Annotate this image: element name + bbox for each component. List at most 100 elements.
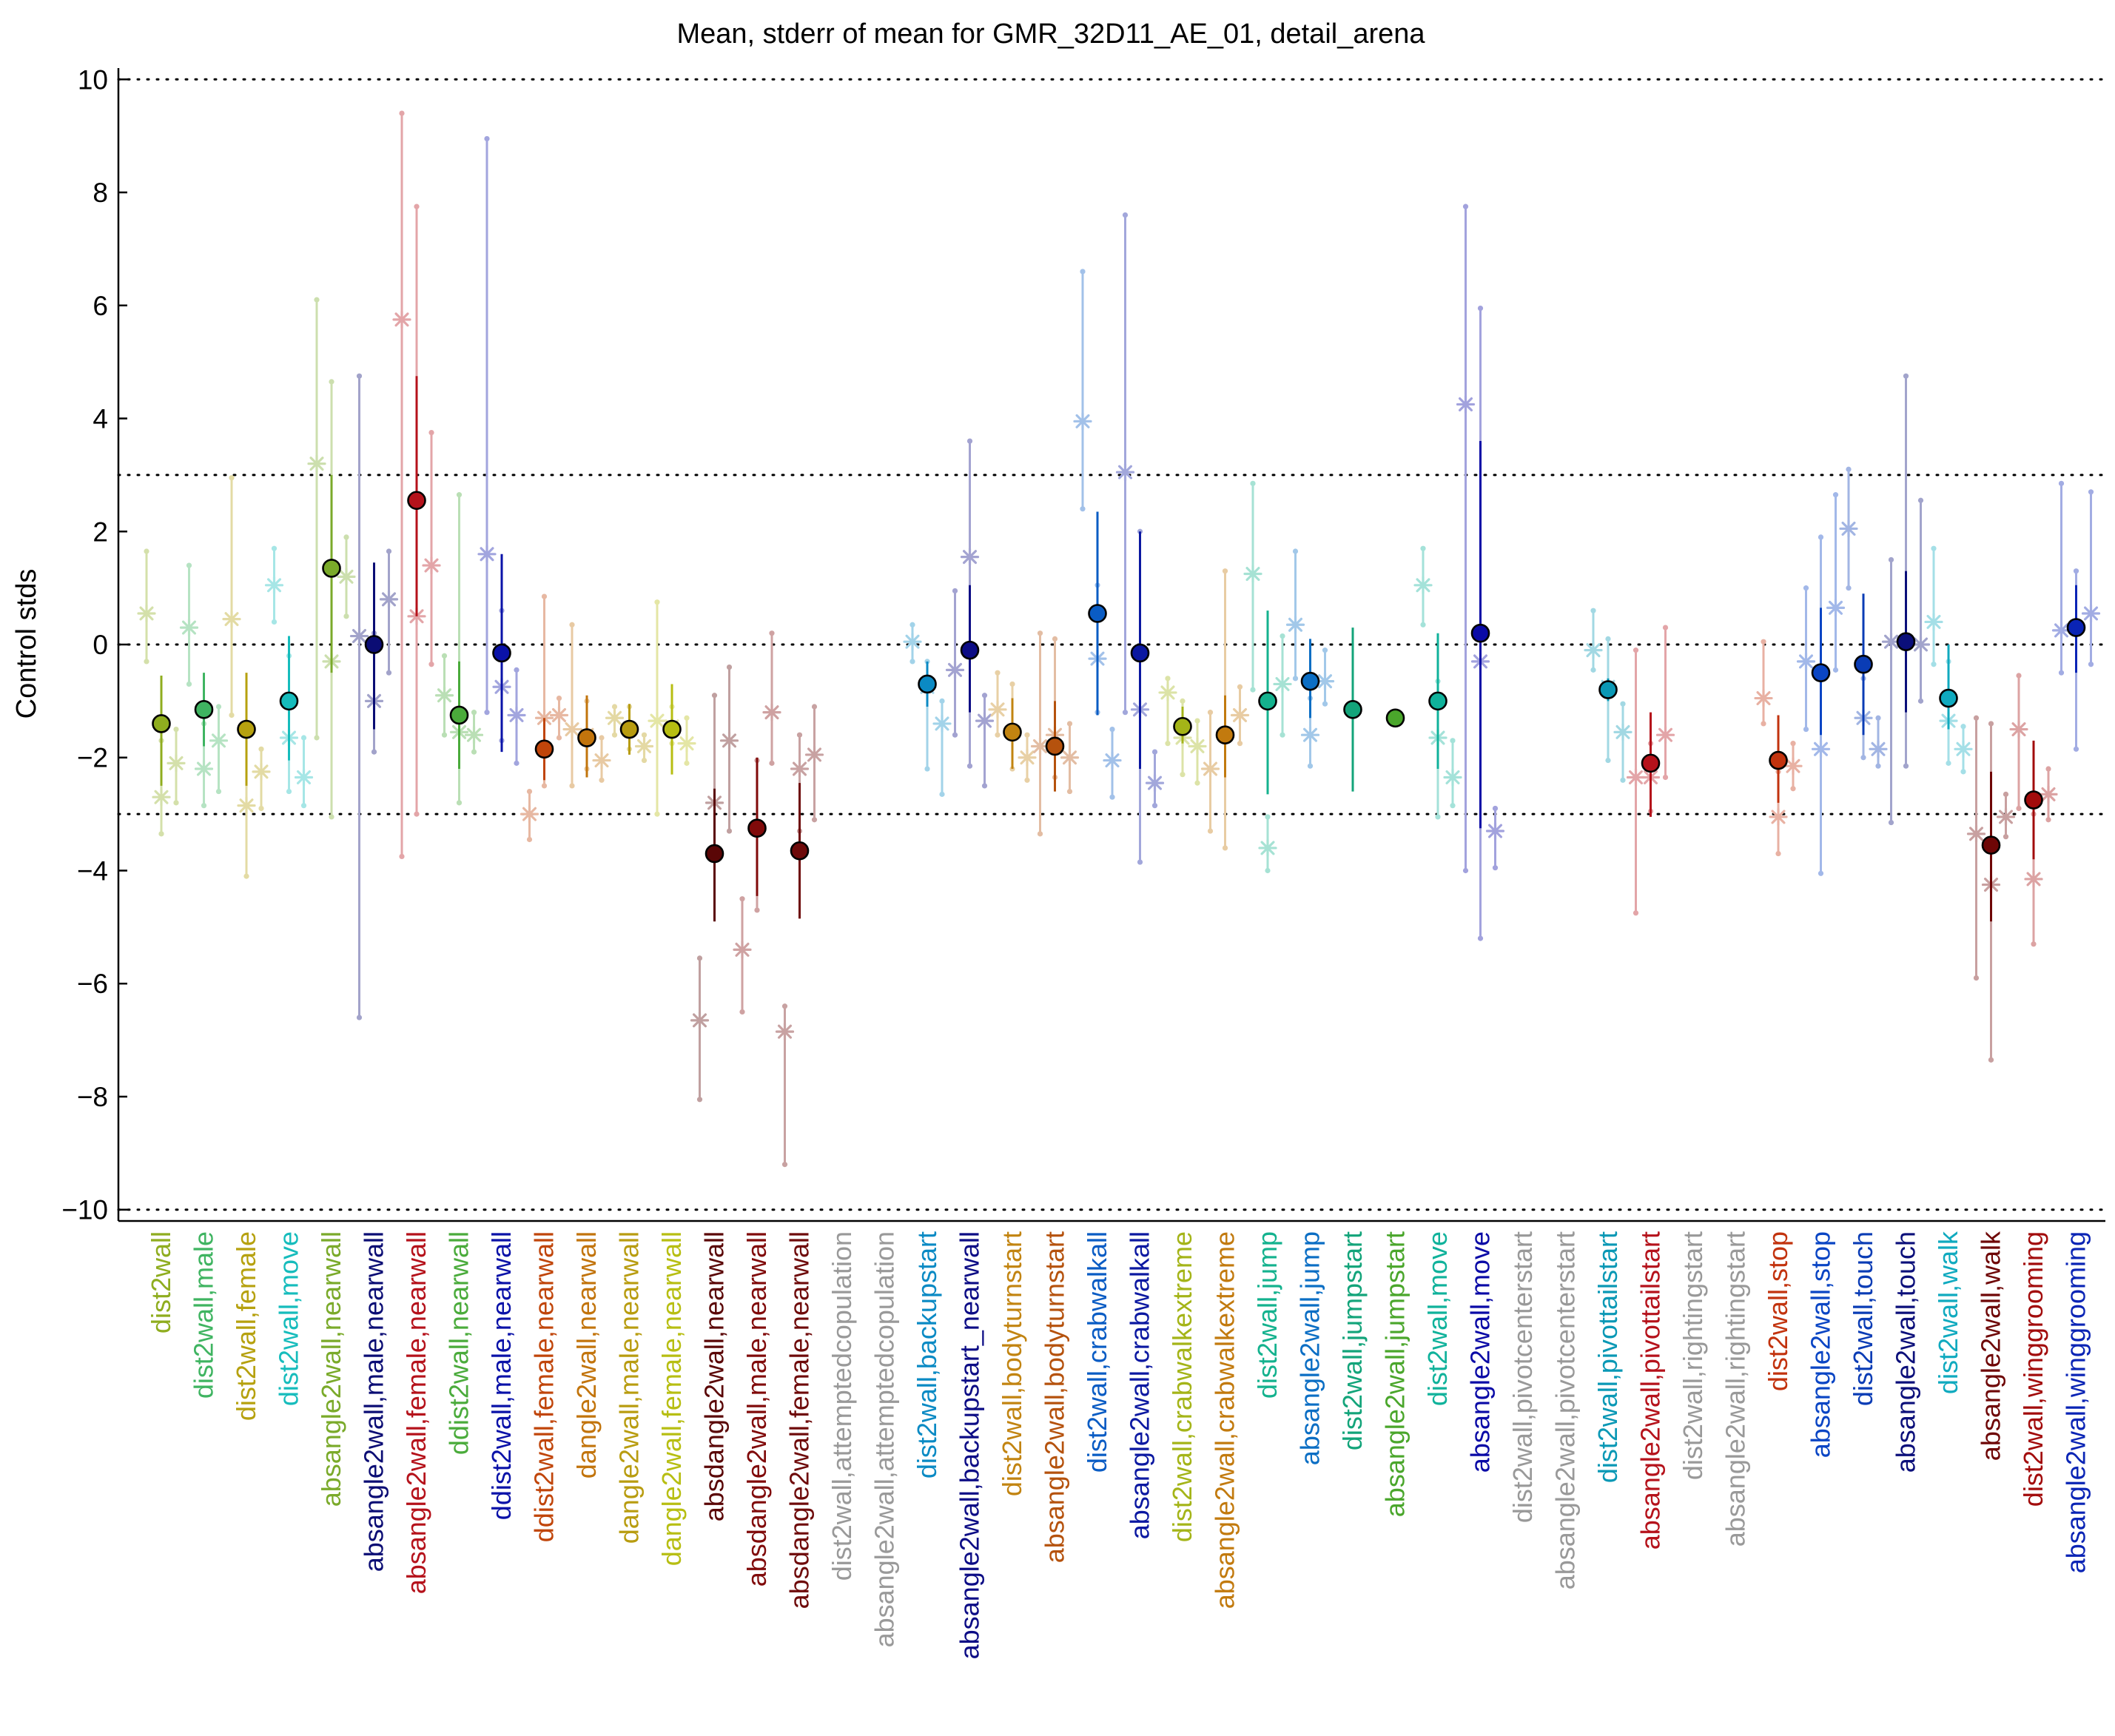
sub-measure	[1869, 715, 1888, 769]
x-tick-label: dist2wall,stop	[1763, 1231, 1793, 1391]
mean-marker	[662, 719, 682, 739]
sub-error-cap	[314, 735, 320, 741]
star-marker	[1869, 739, 1888, 758]
star-marker	[1826, 598, 1846, 617]
x-tick-label: absangle2wall,crabwalkall	[1125, 1231, 1155, 1539]
sub-error-cap	[1037, 831, 1043, 837]
star-marker	[2009, 719, 2028, 739]
sub-error-cap	[769, 760, 775, 766]
sub-error-cap	[696, 1097, 703, 1103]
sub-measure	[1996, 791, 2016, 840]
sub-error-cap	[1237, 741, 1243, 747]
category-group	[1626, 625, 1675, 916]
star-marker	[804, 745, 824, 764]
sub-error-cap	[271, 545, 278, 551]
category-group	[1754, 639, 1803, 857]
sub-error-cap	[329, 379, 334, 385]
mean-marker	[237, 719, 256, 739]
sub-measure	[733, 896, 752, 1015]
mean-marker	[918, 674, 937, 694]
sub-error-cap	[243, 873, 249, 879]
sub-error-cap	[754, 907, 760, 913]
x-tick-label: dist2wall,crabwalkall	[1082, 1231, 1112, 1473]
x-tick-label: absangle2wall,winggrooming	[2061, 1231, 2091, 1573]
sub-error-cap	[1803, 726, 1809, 733]
sub-error-cap	[2016, 673, 2022, 679]
mean-marker	[705, 844, 724, 864]
sub-error-cap	[952, 588, 958, 594]
mean-marker	[1896, 632, 1916, 651]
sub-error-cap	[909, 622, 915, 628]
category-group	[562, 622, 611, 789]
sub-error-cap	[399, 853, 405, 859]
sub-measure	[1839, 466, 1858, 591]
sub-error-cap	[1590, 608, 1596, 613]
x-tick-label: absangle2wall,jump	[1295, 1231, 1325, 1465]
sub-error-cap	[981, 693, 988, 699]
sub-error-cap	[1775, 850, 1781, 857]
sub-measure	[2051, 480, 2071, 676]
sub-measure	[307, 297, 326, 741]
sub-error-cap	[1620, 777, 1626, 783]
sub-error-cap	[981, 783, 988, 789]
sub-error-cap	[796, 732, 803, 738]
sub-error-cap	[1988, 721, 1994, 727]
category-group	[1881, 373, 1931, 826]
x-tick-label: absangle2wall,move	[1465, 1231, 1496, 1473]
y-tick-label: 8	[93, 178, 108, 208]
star-marker	[1966, 824, 1986, 844]
sub-error-cap	[1292, 676, 1299, 682]
mean-marker	[1258, 691, 1277, 711]
sub-error-cap	[939, 698, 945, 704]
sub-error-cap	[1250, 687, 1256, 693]
star-marker	[1300, 725, 1320, 744]
sub-error-cap	[471, 749, 477, 755]
sub-error-cap	[1066, 788, 1073, 795]
x-tick-label: dangle2wall,nearwall	[571, 1231, 602, 1478]
star-marker	[1443, 767, 1462, 787]
sub-measure	[775, 1003, 795, 1168]
sub-error-cap	[1137, 859, 1143, 865]
sub-error-cap	[1080, 269, 1086, 275]
sub-measure	[422, 430, 441, 667]
star-marker	[605, 708, 625, 727]
star-marker	[790, 759, 810, 778]
star-marker	[152, 787, 171, 807]
sub-measure	[337, 534, 356, 619]
star-marker	[648, 711, 667, 730]
sub-error-cap	[739, 896, 745, 902]
sub-measure	[1285, 548, 1305, 682]
sub-measure	[1273, 633, 1292, 738]
sub-error-cap	[1435, 814, 1441, 820]
sub-measure	[677, 715, 696, 766]
x-tick-label: dist2wall,attemptedcopulation	[827, 1231, 857, 1581]
mean-marker	[449, 705, 469, 725]
sub-error-cap	[1960, 724, 1966, 730]
x-tick-label: dist2wall,jump	[1252, 1231, 1282, 1399]
x-tick-label: absangle2wall,backupstart_nearwall	[955, 1231, 985, 1659]
star-marker	[1954, 739, 1973, 758]
sub-error-cap	[1322, 647, 1328, 653]
mean-marker	[1130, 643, 1150, 663]
star-marker	[932, 714, 952, 733]
sub-error-cap	[1194, 718, 1200, 724]
mean-marker	[1939, 688, 1958, 708]
category-group	[1030, 630, 1080, 837]
sub-error-cap	[1080, 506, 1086, 512]
sub-error-cap	[1462, 867, 1469, 874]
sub-error-cap	[966, 763, 973, 769]
sub-error-cap	[1846, 585, 1852, 591]
sub-error-cap	[2016, 805, 2022, 812]
sub-error-cap	[781, 1003, 788, 1009]
star-marker	[1769, 807, 1788, 827]
sub-measure	[1826, 492, 1846, 673]
mean-marker	[152, 714, 171, 733]
star-marker	[337, 567, 356, 586]
sub-error-cap	[1888, 819, 1894, 826]
star-marker	[1273, 674, 1292, 694]
star-marker	[988, 700, 1007, 719]
sub-error-cap	[356, 373, 363, 379]
sub-error-cap	[811, 704, 818, 710]
mean-marker	[1088, 604, 1107, 623]
star-marker	[167, 753, 186, 773]
